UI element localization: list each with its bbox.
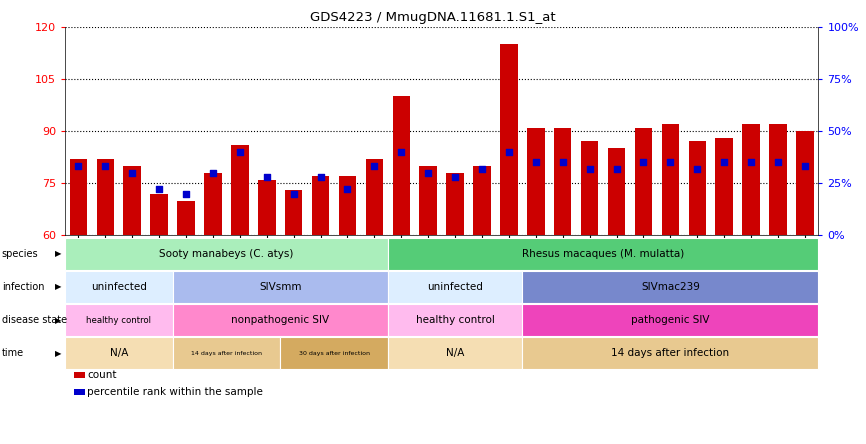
Bar <box>581 142 598 235</box>
Text: N/A: N/A <box>110 349 128 358</box>
Bar <box>231 145 249 235</box>
Text: Sooty manabeys (C. atys): Sooty manabeys (C. atys) <box>159 249 294 258</box>
Point <box>394 148 408 155</box>
Text: time: time <box>2 349 24 358</box>
Bar <box>796 131 814 235</box>
Text: SIVsmm: SIVsmm <box>259 282 301 292</box>
Text: ▶: ▶ <box>55 282 61 291</box>
Bar <box>312 176 329 235</box>
Text: ▶: ▶ <box>55 349 61 358</box>
Bar <box>392 96 410 235</box>
Point <box>233 148 247 155</box>
Point <box>260 173 274 180</box>
Text: healthy control: healthy control <box>87 316 152 325</box>
Point <box>583 165 597 172</box>
Bar <box>527 127 545 235</box>
Text: infection: infection <box>2 282 44 292</box>
Text: GDS4223 / MmugDNA.11681.1.S1_at: GDS4223 / MmugDNA.11681.1.S1_at <box>310 11 556 24</box>
Point <box>798 163 811 170</box>
Point <box>206 169 220 176</box>
Text: uninfected: uninfected <box>427 282 483 292</box>
Text: nonpathogenic SIV: nonpathogenic SIV <box>231 315 329 325</box>
Point <box>367 163 381 170</box>
Text: ▶: ▶ <box>55 316 61 325</box>
Point <box>663 159 677 166</box>
Point <box>152 186 166 193</box>
Bar <box>258 180 275 235</box>
Text: percentile rank within the sample: percentile rank within the sample <box>87 387 263 397</box>
Bar <box>204 173 222 235</box>
Bar <box>285 190 302 235</box>
Point <box>502 148 516 155</box>
Bar <box>151 194 168 235</box>
Bar <box>715 138 733 235</box>
Point <box>313 173 327 180</box>
Point <box>717 159 731 166</box>
Bar <box>365 159 383 235</box>
Bar <box>688 142 706 235</box>
Point <box>287 190 301 197</box>
Bar <box>419 166 437 235</box>
Text: disease state: disease state <box>2 315 67 325</box>
Text: 14 days after infection: 14 days after infection <box>191 351 262 356</box>
Point <box>610 165 624 172</box>
Point <box>421 169 435 176</box>
Bar <box>608 148 625 235</box>
Bar <box>69 159 87 235</box>
Point <box>690 165 704 172</box>
Text: N/A: N/A <box>446 349 464 358</box>
Text: 30 days after infection: 30 days after infection <box>299 351 370 356</box>
Text: uninfected: uninfected <box>91 282 146 292</box>
Bar <box>501 44 518 235</box>
Text: Rhesus macaques (M. mulatta): Rhesus macaques (M. mulatta) <box>522 249 684 258</box>
Text: count: count <box>87 370 117 380</box>
Bar <box>474 166 491 235</box>
Bar <box>742 124 759 235</box>
Bar <box>554 127 572 235</box>
Text: species: species <box>2 249 38 258</box>
Bar <box>446 173 464 235</box>
Point <box>556 159 570 166</box>
Point <box>637 159 650 166</box>
Point <box>179 190 193 197</box>
Point <box>529 159 543 166</box>
Point <box>72 163 86 170</box>
Point <box>126 169 139 176</box>
Point <box>744 159 758 166</box>
Bar <box>124 166 141 235</box>
Bar <box>635 127 652 235</box>
Bar <box>662 124 679 235</box>
Point <box>99 163 113 170</box>
Text: 14 days after infection: 14 days after infection <box>611 349 729 358</box>
Point <box>449 173 462 180</box>
Bar <box>178 201 195 235</box>
Bar <box>339 176 356 235</box>
Point <box>475 165 489 172</box>
Point <box>771 159 785 166</box>
Text: SIVmac239: SIVmac239 <box>641 282 700 292</box>
Text: pathogenic SIV: pathogenic SIV <box>631 315 709 325</box>
Bar <box>97 159 114 235</box>
Bar <box>769 124 786 235</box>
Text: ▶: ▶ <box>55 249 61 258</box>
Text: healthy control: healthy control <box>416 315 494 325</box>
Point <box>340 186 354 193</box>
